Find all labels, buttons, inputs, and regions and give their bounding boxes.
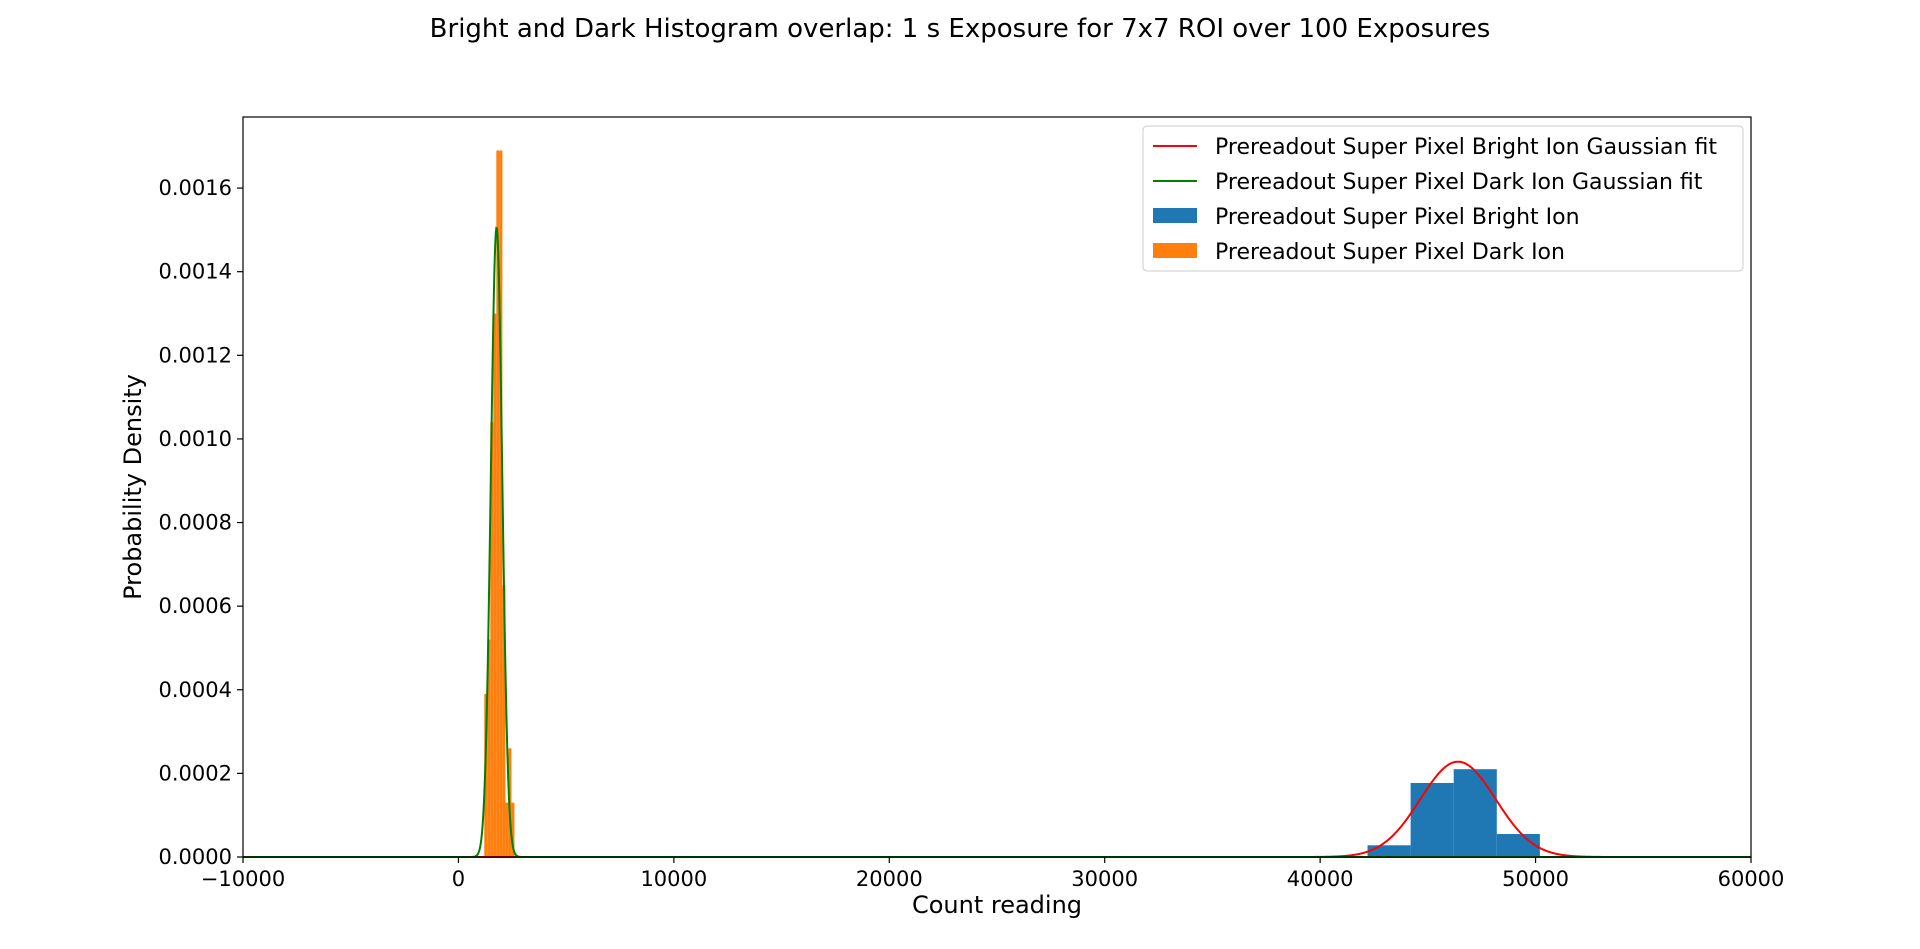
x-axis-label: Count reading xyxy=(912,891,1082,919)
y-tick-label: 0.0008 xyxy=(159,511,232,535)
chart-title: Bright and Dark Histogram overlap: 1 s E… xyxy=(429,14,1491,44)
x-tick-label: 50000 xyxy=(1502,867,1569,891)
bright-ion-bar-1 xyxy=(1410,783,1454,857)
y-tick-label: 0.0000 xyxy=(159,845,232,869)
dark-ion-bar-5 xyxy=(499,150,503,857)
y-tick-label: 0.0004 xyxy=(159,678,232,702)
bright-ion-bar-3 xyxy=(1496,834,1540,857)
dark-ion-gaussian-fit-line xyxy=(243,226,1751,858)
x-tick-label: 40000 xyxy=(1287,867,1354,891)
y-axis-label: Probability Density xyxy=(119,374,147,600)
y-tick-label: 0.0006 xyxy=(159,594,232,618)
dark-ion-bar-9 xyxy=(511,802,515,857)
legend-entry-label: Prereadout Super Pixel Bright Ion Gaussi… xyxy=(1215,135,1717,160)
dark-ion-bar-4 xyxy=(496,150,500,857)
dark-ion-bar-1 xyxy=(487,639,491,857)
x-tick-label: 30000 xyxy=(1071,867,1138,891)
y-tick-label: 0.0002 xyxy=(159,761,232,785)
dark-ion-bar-7 xyxy=(505,802,509,857)
x-tick-label: −10000 xyxy=(201,867,285,891)
plot-frame xyxy=(242,116,1752,858)
x-tick-label: 60000 xyxy=(1718,867,1785,891)
legend-patch-swatch xyxy=(1153,243,1197,258)
dark-ion-bar-2 xyxy=(490,422,494,857)
ticks-layer: −10000 0 10000 20000 30000 40000 50000 60000 0.0… xyxy=(159,176,1785,891)
legend-patch-swatch xyxy=(1153,208,1197,223)
legend-entry-label: Prereadout Super Pixel Dark Ion Gaussian… xyxy=(1215,170,1703,195)
legend-entry-label: Prereadout Super Pixel Bright Ion xyxy=(1215,205,1580,230)
legend-entry-label: Prereadout Super Pixel Dark Ion xyxy=(1215,240,1565,265)
x-tick-label: 10000 xyxy=(640,867,707,891)
x-tick-label: 20000 xyxy=(856,867,923,891)
bright-ion-bar-2 xyxy=(1453,769,1497,857)
fit-lines-layer xyxy=(243,226,1751,858)
bright-ion-bar-0 xyxy=(1367,845,1411,857)
dark-ion-bar-6 xyxy=(502,585,506,857)
y-tick-label: 0.0010 xyxy=(159,427,232,451)
y-tick-label: 0.0016 xyxy=(159,176,232,200)
dark-ion-bar-3 xyxy=(493,313,497,857)
legend-box xyxy=(1142,125,1744,272)
y-tick-label: 0.0014 xyxy=(159,260,232,284)
x-tick-label: 0 xyxy=(452,867,465,891)
y-tick-label: 0.0012 xyxy=(159,343,232,367)
legend: Prereadout Super Pixel Bright Ion Gaussi… xyxy=(1142,125,1744,272)
